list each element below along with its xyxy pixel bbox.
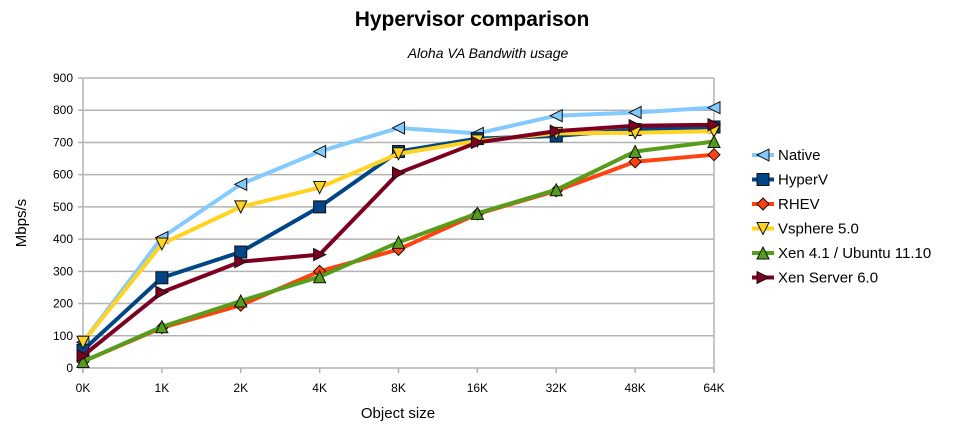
marker-diamond: [756, 197, 770, 211]
marker-triangle-down: [76, 335, 90, 350]
marker-triangle-up: [756, 245, 770, 260]
x-tick-label: 64K: [703, 381, 724, 395]
x-tick-label: 48K: [624, 381, 645, 395]
y-tick-label: 200: [53, 297, 73, 311]
x-tick-label: 1K: [155, 381, 170, 395]
y-tick-label: 0: [66, 361, 73, 375]
legend-label: Xen 4.1 / Ubuntu 11.10: [778, 245, 931, 262]
marker-triangle-right: [707, 117, 722, 132]
legend-item: Native: [752, 147, 821, 164]
marker-triangle-up: [312, 269, 327, 284]
marker-square: [313, 200, 327, 214]
marker-triangle-up: [470, 206, 485, 220]
x-tick-label: 2K: [233, 381, 248, 395]
marker-triangle-right: [470, 135, 485, 150]
marker-triangle-right: [628, 118, 643, 133]
legend-label: RHEV: [778, 196, 820, 213]
marker-triangle-up: [391, 235, 406, 249]
marker-square: [155, 271, 169, 285]
legend-item: Xen Server 6.0: [752, 270, 878, 287]
marker-triangle-up: [707, 134, 721, 148]
y-tick-label: 100: [53, 329, 73, 343]
y-tick-label: 400: [53, 232, 73, 246]
marker-triangle-right: [155, 285, 169, 300]
y-tick-label: 500: [53, 200, 73, 214]
marker-triangle-right: [756, 270, 771, 285]
legend-label: Vsphere 5.0: [778, 221, 859, 238]
marker-triangle-right: [392, 166, 406, 180]
legend-item: Vsphere 5.0: [752, 221, 859, 238]
marker-triangle-down: [233, 200, 248, 215]
marker-square: [756, 173, 770, 186]
x-tick-label: 16K: [467, 381, 488, 395]
legend-item: HyperV: [752, 172, 828, 189]
marker-triangle-up: [76, 354, 90, 369]
series-4: [76, 134, 721, 369]
marker-triangle-left: [628, 105, 642, 120]
x-tick-label: 4K: [312, 381, 327, 395]
marker-triangle-left: [706, 100, 721, 115]
series-0: [75, 100, 721, 350]
x-tick-label: 32K: [546, 381, 567, 395]
legend-label: Native: [778, 147, 821, 164]
y-tick-label: 600: [53, 168, 73, 182]
marker-diamond: [628, 155, 642, 169]
marker-triangle-up: [549, 182, 564, 197]
x-tick-label: 0K: [76, 381, 91, 395]
series-line: [82, 152, 715, 364]
series-5: [76, 117, 722, 363]
marker-triangle-down: [391, 147, 406, 161]
marker-triangle-right: [313, 247, 327, 262]
chart-title: Hypervisor comparison: [355, 8, 590, 31]
legend-label: HyperV: [778, 172, 828, 189]
marker-triangle-left: [233, 177, 248, 192]
marker-triangle-up: [628, 144, 642, 158]
marker-triangle-left: [312, 144, 327, 159]
marker-triangle-down: [756, 222, 770, 236]
marker-triangle-left: [755, 148, 770, 162]
marker-triangle-right: [549, 124, 564, 138]
marker-square: [234, 245, 248, 259]
marker-triangle-down: [155, 237, 169, 252]
legend-item: RHEV: [752, 196, 820, 213]
marker-triangle-up: [233, 293, 248, 308]
marker-triangle-up: [155, 319, 169, 334]
y-axis-label: Mbps/s: [13, 199, 30, 247]
marker-triangle-left: [391, 121, 405, 135]
y-tick-label: 800: [53, 103, 73, 117]
y-tick-label: 300: [53, 264, 73, 278]
y-tick-label: 700: [53, 135, 73, 149]
x-tick-label: 8K: [391, 381, 406, 395]
chart-subtitle: Aloha VA Bandwith usage: [407, 45, 569, 61]
marker-triangle-right: [234, 254, 248, 269]
marker-triangle-down: [312, 181, 327, 195]
marker-diamond: [707, 147, 721, 162]
marker-triangle-right: [76, 348, 91, 363]
legend-item: Xen 4.1 / Ubuntu 11.10: [752, 245, 931, 262]
series-2: [76, 147, 721, 369]
y-tick-label: 900: [53, 71, 73, 85]
x-axis-label: Object size: [361, 405, 435, 422]
marker-triangle-left: [549, 108, 563, 123]
legend-label: Xen Server 6.0: [778, 270, 878, 287]
